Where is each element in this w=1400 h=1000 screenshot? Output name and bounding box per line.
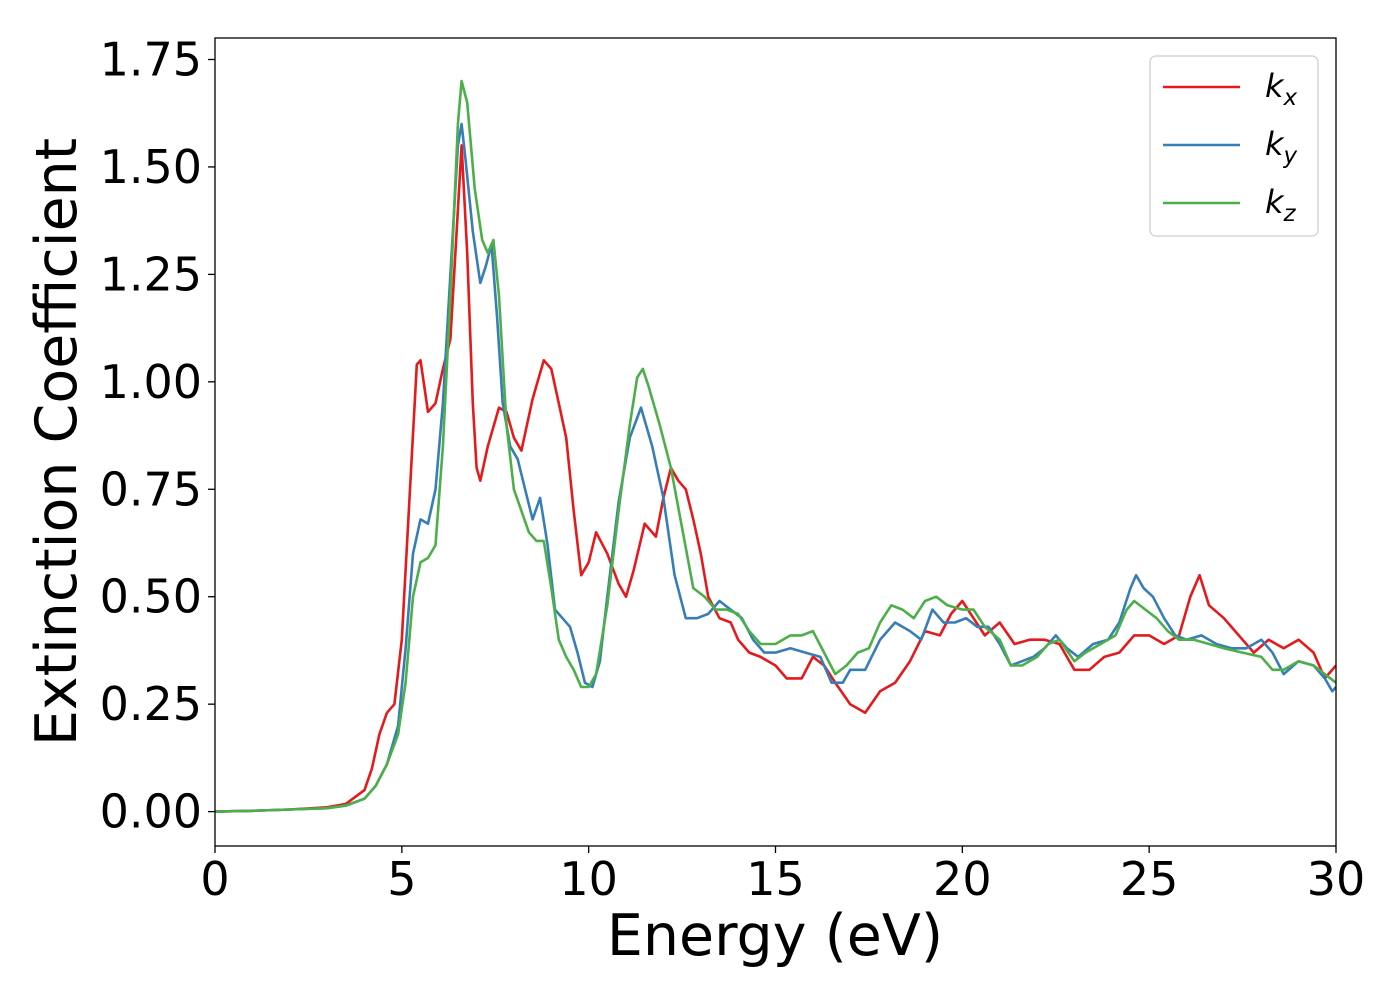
x-tick-label: 0: [200, 852, 229, 906]
x-axis: 0 5 10 15 20 25 30: [200, 846, 1365, 906]
x-tick-label: 10: [559, 852, 618, 906]
y-tick-label: 0.25: [100, 677, 202, 731]
x-tick-label: 30: [1307, 852, 1366, 906]
y-tick-label: 1.50: [100, 140, 202, 194]
x-tick-label: 5: [387, 852, 416, 906]
y-tick-label: 1.25: [100, 247, 202, 301]
y-tick-label: 0.75: [100, 462, 202, 516]
series-line-kx: [215, 144, 1336, 813]
x-tick-label: 25: [1120, 852, 1179, 906]
legend-label-ky: ky: [1265, 125, 1298, 169]
y-axis: 0.00 0.25 0.50 0.75 1.00 1.25 1.50 1.75: [100, 32, 215, 839]
y-tick-label: 0.00: [100, 785, 202, 839]
legend: kx ky kz: [1149, 55, 1319, 237]
x-tick-label: 20: [933, 852, 992, 906]
y-tick-label: 0.50: [100, 570, 202, 624]
y-tick-label: 1.75: [100, 32, 202, 86]
series-line-kz: [215, 79, 1336, 813]
y-axis-title: Extinction Coefficient: [24, 138, 90, 746]
x-tick-label: 15: [746, 852, 805, 906]
series-layer: [215, 79, 1336, 813]
legend-label-kx: kx: [1265, 67, 1298, 111]
x-axis-title: Energy (eV): [607, 903, 943, 969]
legend-label-kz: kz: [1265, 183, 1297, 227]
y-tick-label: 1.00: [100, 355, 202, 409]
